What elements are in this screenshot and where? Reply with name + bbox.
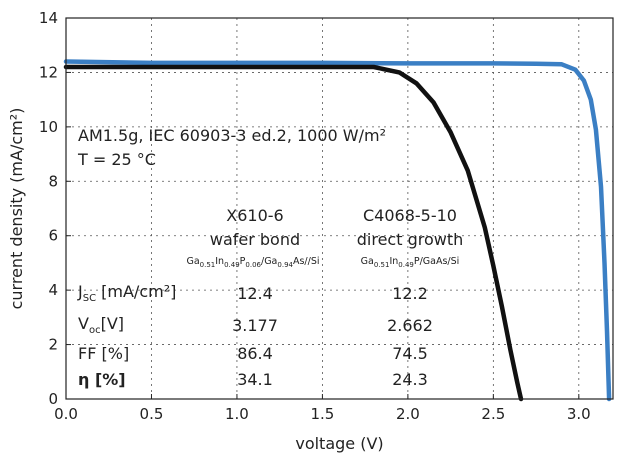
row-ff-col2: 74.5 — [392, 344, 428, 363]
row-eta-label: η [%] — [78, 370, 126, 389]
y-tick-label: 8 — [48, 172, 58, 190]
col1-desc: wafer bond — [209, 230, 301, 249]
axis-ticks: 0.0 0.5 1.0 1.5 2.0 2.5 3.0 0 2 4 6 8 10 12 14 — [39, 9, 591, 423]
col2-id: C4068-5-10 — [363, 206, 457, 225]
x-tick-label: 2.0 — [396, 405, 420, 423]
y-tick-label: 10 — [39, 118, 58, 136]
col2-material: Ga0.51In0.49P/GaAs/Si — [360, 256, 460, 269]
y-axis-title: current density (mA/cm²) — [7, 108, 26, 310]
col1-material: Ga0.51In0.49P0.06/Ga0.94As//Si — [186, 256, 320, 269]
x-tick-label: 2.5 — [481, 405, 505, 423]
conditions-line-2: T = 25 °C — [78, 150, 156, 169]
x-tick-label: 1.0 — [225, 405, 249, 423]
row-voc-col1: 3.177 — [232, 316, 278, 335]
row-voc-col2: 2.662 — [387, 316, 433, 335]
y-tick-label: 0 — [48, 390, 58, 408]
x-axis-title: voltage (V) — [295, 434, 383, 453]
row-ff-col1: 86.4 — [237, 344, 273, 363]
row-ff-label: FF [%] — [78, 344, 130, 363]
plot-frame — [65, 17, 614, 400]
row-eta-col2: 24.3 — [392, 370, 428, 389]
y-tick-label: 12 — [39, 63, 58, 81]
row-voc-label: Voc[V] — [78, 314, 125, 337]
row-jsc-col2: 12.2 — [392, 284, 428, 303]
row-jsc-label: JSC [mA/cm²] — [78, 282, 177, 305]
row-eta-col1: 34.1 — [237, 370, 273, 389]
y-tick-label: 14 — [39, 9, 58, 27]
x-tick-label: 1.5 — [310, 405, 334, 423]
series-line-1 — [63, 59, 612, 402]
x-tick-label: 0.5 — [140, 405, 164, 423]
y-tick-label: 2 — [48, 336, 58, 354]
col2-desc: direct growth — [356, 230, 464, 249]
col1-id: X610-6 — [226, 206, 284, 225]
x-tick-label: 3.0 — [567, 405, 591, 423]
series-line-2 — [63, 64, 524, 402]
data-series — [63, 59, 612, 402]
grid-lines — [66, 18, 613, 399]
y-tick-label: 6 — [48, 227, 58, 245]
row-jsc-col1: 12.4 — [237, 284, 273, 303]
conditions-line-1: AM1.5g, IEC 60903-3 ed.2, 1000 W/m² — [78, 126, 386, 145]
x-tick-label: 0.0 — [54, 405, 78, 423]
y-tick-label: 4 — [48, 281, 58, 299]
